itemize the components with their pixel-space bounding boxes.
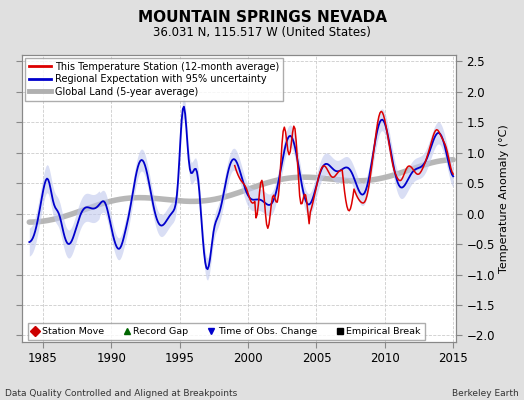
Text: Berkeley Earth: Berkeley Earth xyxy=(452,389,519,398)
Y-axis label: Temperature Anomaly (°C): Temperature Anomaly (°C) xyxy=(499,124,509,273)
Text: 36.031 N, 115.517 W (United States): 36.031 N, 115.517 W (United States) xyxy=(153,26,371,39)
Legend: Station Move, Record Gap, Time of Obs. Change, Empirical Break: Station Move, Record Gap, Time of Obs. C… xyxy=(28,323,424,340)
Text: MOUNTAIN SPRINGS NEVADA: MOUNTAIN SPRINGS NEVADA xyxy=(137,10,387,25)
Text: Data Quality Controlled and Aligned at Breakpoints: Data Quality Controlled and Aligned at B… xyxy=(5,389,237,398)
